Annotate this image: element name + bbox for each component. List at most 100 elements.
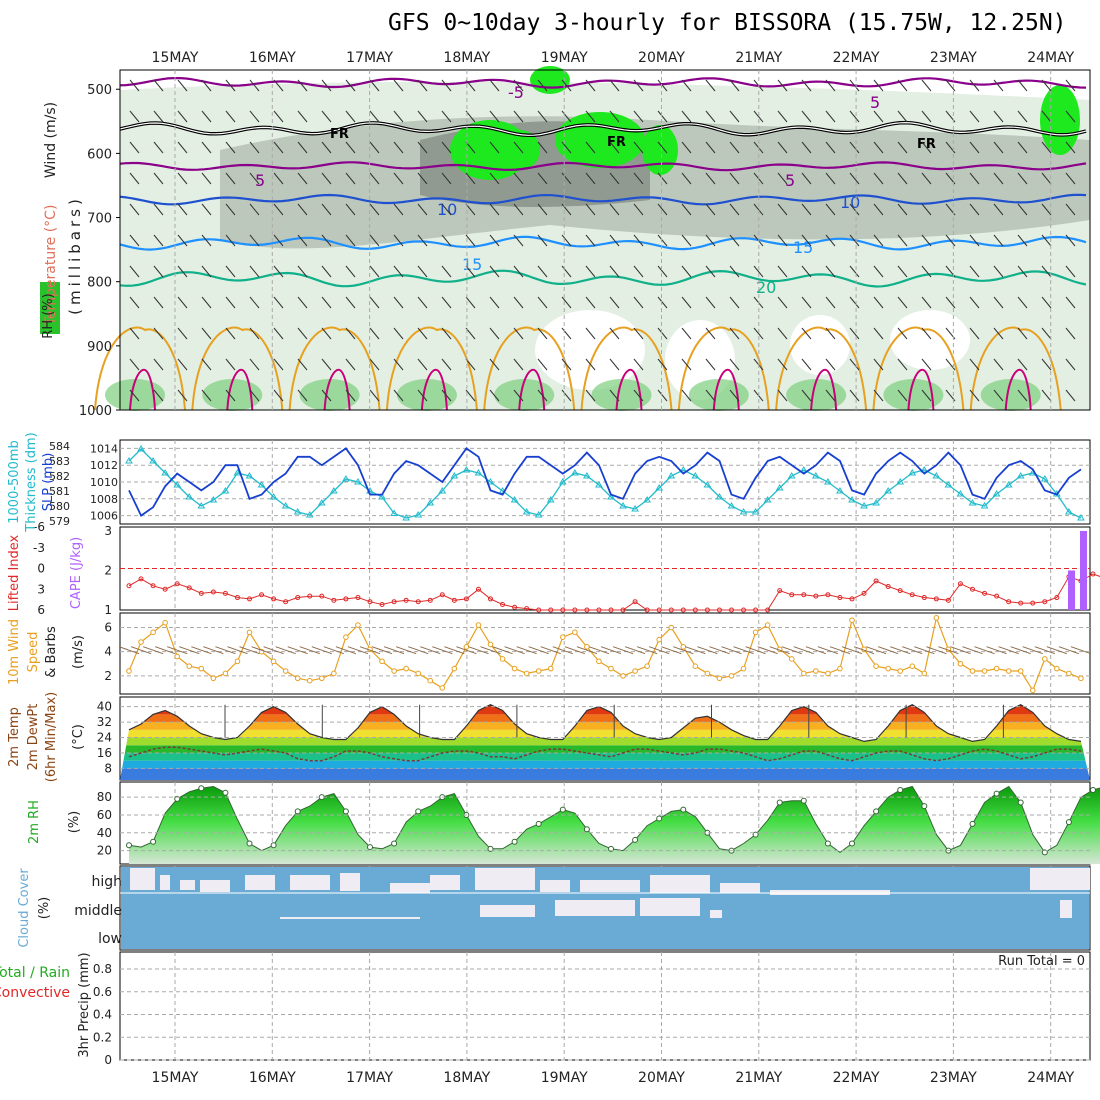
wind-barb [465, 79, 476, 92]
wind-barb [777, 203, 788, 216]
wind-barb [225, 203, 236, 216]
wind-barb [921, 389, 932, 402]
wind10-tick-label: 2 [104, 669, 112, 683]
wind-barb [1017, 110, 1028, 123]
thickness-point [920, 466, 929, 473]
thickness-point [197, 502, 206, 509]
wind-barb [681, 234, 692, 247]
day-label-bottom: 22MAY [833, 1070, 880, 1086]
wind10-barb [432, 646, 453, 655]
wind-barb [1017, 203, 1028, 216]
li-point [536, 607, 542, 613]
li-point [801, 592, 807, 598]
wind-barb [1017, 327, 1028, 340]
thickness-point [691, 472, 700, 479]
wind-barb [777, 389, 788, 402]
wind-barb [369, 172, 380, 185]
li-point [1030, 600, 1036, 606]
wind10-barb [456, 646, 477, 655]
li-point [1090, 571, 1096, 577]
rh2m-point [849, 840, 855, 847]
wind10-point [246, 629, 253, 636]
isotherm-label: 20 [756, 278, 776, 297]
wind-barb [873, 79, 884, 92]
temp2m-tick-label: 32 [97, 715, 112, 729]
li-point [500, 601, 506, 607]
wind-barb [585, 203, 596, 216]
wind10-point [1078, 675, 1084, 682]
wind10-barb [865, 646, 887, 655]
wind-barb [825, 203, 836, 216]
day-label-bottom: 24MAY [1027, 1070, 1074, 1086]
slp-tick-label: 1006 [90, 510, 118, 523]
wind-barb [801, 389, 812, 402]
wind-barb [609, 203, 620, 216]
thickness-point [836, 487, 844, 494]
wind-barb [441, 79, 452, 92]
wind-barb [969, 265, 980, 278]
wind-barb [177, 141, 188, 154]
wind-barb [993, 172, 1004, 185]
wind-barb [705, 110, 716, 123]
li-point [620, 607, 626, 613]
cloud-gap [580, 880, 640, 892]
wind-barb [513, 172, 524, 185]
wind-barb [993, 79, 1004, 92]
temp2m-label-a: 2m Temp [7, 707, 22, 767]
isotherm-label: 10 [840, 193, 860, 212]
li-point [403, 597, 409, 603]
li-point [885, 583, 891, 589]
wind-barb [801, 79, 812, 92]
isotherm-30-loop [615, 368, 643, 411]
rh2m-point [415, 808, 422, 815]
wind-barb [849, 358, 860, 371]
wind-barb [657, 172, 668, 185]
wind-barb [681, 172, 692, 185]
wind-barb [825, 389, 836, 402]
wind10-barb [420, 646, 441, 655]
wind-barb [129, 358, 140, 371]
wind-barb [129, 172, 140, 185]
wind-barb [897, 358, 908, 371]
wind-barb [1041, 389, 1052, 402]
wind-barb [777, 141, 788, 154]
thickness-point [860, 502, 868, 509]
wind-barb [393, 141, 404, 154]
cloud-gap [160, 875, 170, 890]
li-point [1006, 599, 1012, 605]
wind-barb [537, 203, 548, 216]
wind-barb [369, 327, 380, 340]
wind-barb [369, 79, 380, 92]
thickness-label-a: 1000-500mb [7, 440, 22, 524]
wind-barb [705, 265, 716, 278]
wind-barb [297, 203, 308, 216]
pressure-tick-label: 1000 [79, 404, 112, 419]
thickness-tick-label: 584 [49, 440, 70, 453]
rh2m-label-b: (%) [67, 811, 82, 834]
wind-barb [753, 110, 764, 123]
thickness-point [438, 487, 447, 494]
li-point [909, 592, 915, 598]
thickness-point [173, 481, 182, 488]
li-point [921, 595, 927, 601]
wind10-point [728, 673, 735, 679]
wind-barb [345, 296, 356, 309]
wind-barb [921, 358, 932, 371]
day-label-top: 18MAY [443, 50, 490, 66]
wind10-barb [371, 646, 393, 655]
wind10-barb [673, 646, 694, 655]
wind-barb [201, 141, 212, 154]
wind-barb [1065, 389, 1076, 402]
pressure-tick-label: 900 [87, 340, 112, 355]
cape-label: CAPE (J/kg) [69, 537, 84, 609]
wind10-barb [612, 646, 634, 655]
cape-tick-label: 3 [104, 524, 112, 538]
li-label: Lifted Index [7, 534, 22, 611]
wind10-barb [179, 646, 200, 655]
wind-barb [345, 358, 356, 371]
temp2m-tick-label: 24 [97, 731, 112, 745]
li-point [186, 585, 192, 591]
wind-barb [777, 265, 788, 278]
wind-barb [345, 389, 356, 402]
wind-barb [873, 327, 884, 340]
